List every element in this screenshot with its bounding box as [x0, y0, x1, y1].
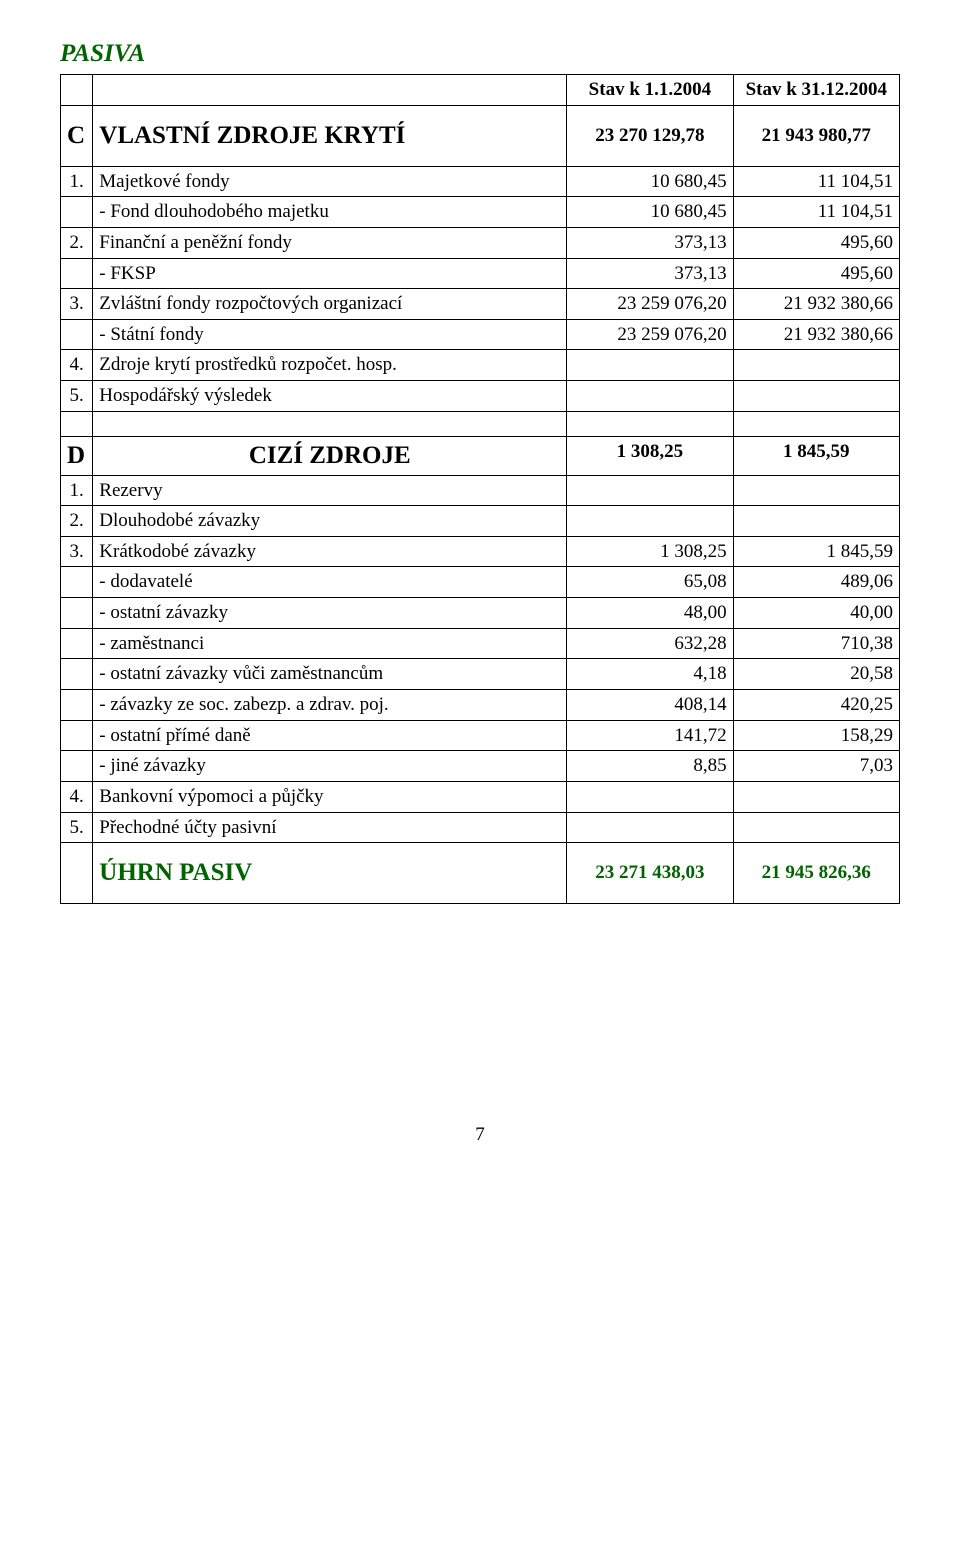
- table-row: 4. Zdroje krytí prostředků rozpočet. hos…: [61, 350, 900, 381]
- row-v1: 632,28: [567, 628, 733, 659]
- row-v1: 10 680,45: [567, 166, 733, 197]
- row-v1: 141,72: [567, 720, 733, 751]
- row-code: 5.: [61, 812, 93, 843]
- table-row: 5. Přechodné účty pasivní: [61, 812, 900, 843]
- row-v2: 7,03: [733, 751, 899, 782]
- table-row: - dodavatelé 65,08 489,06: [61, 567, 900, 598]
- row-v1: 48,00: [567, 598, 733, 629]
- row-v2: 40,00: [733, 598, 899, 629]
- pasiva-table: Stav k 1.1.2004 Stav k 31.12.2004 C VLAS…: [60, 74, 900, 904]
- row-label: Hospodářský výsledek: [93, 381, 567, 412]
- section-c-label: VLASTNÍ ZDROJE KRYTÍ: [93, 105, 567, 166]
- section-c-v2: 21 943 980,77: [733, 105, 899, 166]
- row-v1: 4,18: [567, 659, 733, 690]
- row-v1: 23 259 076,20: [567, 319, 733, 350]
- table-row: - Fond dlouhodobého majetku 10 680,45 11…: [61, 197, 900, 228]
- row-v2: 420,25: [733, 690, 899, 721]
- table-row: - ostatní závazky vůči zaměstnancům 4,18…: [61, 659, 900, 690]
- table-row: 1. Rezervy: [61, 475, 900, 506]
- row-v1: 23 259 076,20: [567, 289, 733, 320]
- section-c-v1: 23 270 129,78: [567, 105, 733, 166]
- row-v1: 408,14: [567, 690, 733, 721]
- table-row: 2. Finanční a peněžní fondy 373,13 495,6…: [61, 227, 900, 258]
- table-row: 3. Zvláštní fondy rozpočtových organizac…: [61, 289, 900, 320]
- col-header-1: Stav k 1.1.2004: [567, 75, 733, 106]
- total-v2: 21 945 826,36: [733, 843, 899, 904]
- row-label: Krátkodobé závazky: [93, 536, 567, 567]
- row-v2: 495,60: [733, 258, 899, 289]
- row-label: - zaměstnanci: [93, 628, 567, 659]
- total-row: ÚHRN PASIV 23 271 438,03 21 945 826,36: [61, 843, 900, 904]
- row-v1: 373,13: [567, 258, 733, 289]
- row-label: - ostatní závazky vůči zaměstnancům: [93, 659, 567, 690]
- row-label: - jiné závazky: [93, 751, 567, 782]
- section-c-header: C VLASTNÍ ZDROJE KRYTÍ 23 270 129,78 21 …: [61, 105, 900, 166]
- row-label: Majetkové fondy: [93, 166, 567, 197]
- section-d-v1: 1 308,25: [567, 436, 733, 475]
- row-label: Zvláštní fondy rozpočtových organizací: [93, 289, 567, 320]
- page-number: 7: [60, 1124, 900, 1146]
- table-row: 2. Dlouhodobé závazky: [61, 506, 900, 537]
- table-row: 5. Hospodářský výsledek: [61, 381, 900, 412]
- header-row: Stav k 1.1.2004 Stav k 31.12.2004: [61, 75, 900, 106]
- spacer-row: [61, 411, 900, 436]
- row-label: - dodavatelé: [93, 567, 567, 598]
- section-c-code: C: [61, 105, 93, 166]
- row-label: - Fond dlouhodobého majetku: [93, 197, 567, 228]
- row-label: Finanční a peněžní fondy: [93, 227, 567, 258]
- table-row: - FKSP 373,13 495,60: [61, 258, 900, 289]
- row-label: - Státní fondy: [93, 319, 567, 350]
- total-v1: 23 271 438,03: [567, 843, 733, 904]
- row-v1: 10 680,45: [567, 197, 733, 228]
- table-row: - jiné závazky 8,85 7,03: [61, 751, 900, 782]
- row-v2: 158,29: [733, 720, 899, 751]
- row-label: Zdroje krytí prostředků rozpočet. hosp.: [93, 350, 567, 381]
- table-row: - Státní fondy 23 259 076,20 21 932 380,…: [61, 319, 900, 350]
- row-v1: 8,85: [567, 751, 733, 782]
- col-header-2: Stav k 31.12.2004: [733, 75, 899, 106]
- row-label: - FKSP: [93, 258, 567, 289]
- table-row: - závazky ze soc. zabezp. a zdrav. poj. …: [61, 690, 900, 721]
- row-label: Dlouhodobé závazky: [93, 506, 567, 537]
- row-code: 1.: [61, 475, 93, 506]
- row-label: Rezervy: [93, 475, 567, 506]
- table-row: - zaměstnanci 632,28 710,38: [61, 628, 900, 659]
- row-v2: 21 932 380,66: [733, 289, 899, 320]
- row-code: 3.: [61, 536, 93, 567]
- table-row: 1. Majetkové fondy 10 680,45 11 104,51: [61, 166, 900, 197]
- row-label: - ostatní závazky: [93, 598, 567, 629]
- table-row: 4. Bankovní výpomoci a půjčky: [61, 781, 900, 812]
- row-v2: 710,38: [733, 628, 899, 659]
- row-code: 4.: [61, 350, 93, 381]
- section-d-label: CIZÍ ZDROJE: [93, 436, 567, 475]
- section-d-v2: 1 845,59: [733, 436, 899, 475]
- row-label: - ostatní přímé daně: [93, 720, 567, 751]
- page-title: PASIVA: [60, 40, 900, 68]
- row-label: Bankovní výpomoci a půjčky: [93, 781, 567, 812]
- row-code: 3.: [61, 289, 93, 320]
- row-code: 2.: [61, 227, 93, 258]
- row-code: 1.: [61, 166, 93, 197]
- row-v1: 65,08: [567, 567, 733, 598]
- section-d-header: D CIZÍ ZDROJE 1 308,25 1 845,59: [61, 436, 900, 475]
- table-row: - ostatní přímé daně 141,72 158,29: [61, 720, 900, 751]
- row-v2: 1 845,59: [733, 536, 899, 567]
- row-code: 5.: [61, 381, 93, 412]
- row-v2: 20,58: [733, 659, 899, 690]
- row-code: 2.: [61, 506, 93, 537]
- row-code: 4.: [61, 781, 93, 812]
- row-v2: 11 104,51: [733, 197, 899, 228]
- row-v1: 373,13: [567, 227, 733, 258]
- row-label: - závazky ze soc. zabezp. a zdrav. poj.: [93, 690, 567, 721]
- total-label: ÚHRN PASIV: [93, 843, 567, 904]
- row-label: Přechodné účty pasivní: [93, 812, 567, 843]
- section-d-code: D: [61, 436, 93, 475]
- row-v2: 495,60: [733, 227, 899, 258]
- row-v2: 11 104,51: [733, 166, 899, 197]
- table-row: - ostatní závazky 48,00 40,00: [61, 598, 900, 629]
- table-row: 3. Krátkodobé závazky 1 308,25 1 845,59: [61, 536, 900, 567]
- row-v2: 489,06: [733, 567, 899, 598]
- row-v2: 21 932 380,66: [733, 319, 899, 350]
- row-v1: 1 308,25: [567, 536, 733, 567]
